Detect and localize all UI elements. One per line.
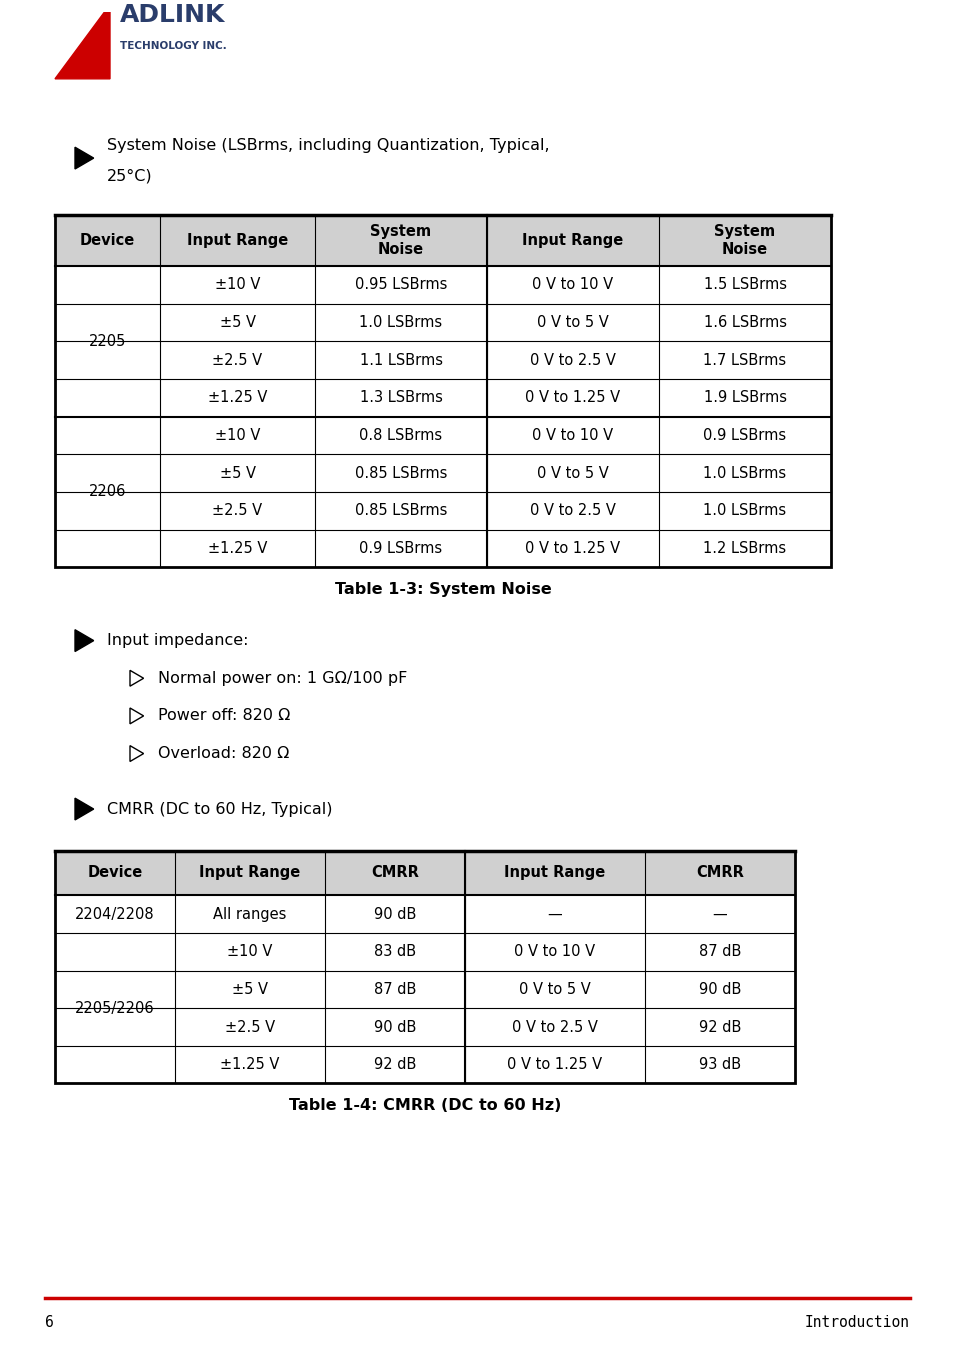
Text: 0.9 LSBrms: 0.9 LSBrms (359, 541, 442, 556)
Text: 2205: 2205 (89, 334, 126, 349)
Text: 1.3 LSBrms: 1.3 LSBrms (359, 391, 442, 406)
Text: 0.95 LSBrms: 0.95 LSBrms (355, 277, 447, 292)
Text: Input Range: Input Range (504, 865, 605, 880)
Text: ±5 V: ±5 V (219, 465, 255, 481)
Text: 0.85 LSBrms: 0.85 LSBrms (355, 503, 447, 518)
Text: TECHNOLOGY INC.: TECHNOLOGY INC. (120, 41, 227, 51)
Text: ±1.25 V: ±1.25 V (208, 391, 267, 406)
Text: 1.6 LSBrms: 1.6 LSBrms (702, 315, 785, 330)
Text: 0 V to 10 V: 0 V to 10 V (514, 944, 595, 959)
Text: 0 V to 2.5 V: 0 V to 2.5 V (530, 503, 616, 518)
Text: 0 V to 2.5 V: 0 V to 2.5 V (512, 1019, 598, 1034)
FancyBboxPatch shape (55, 215, 830, 266)
FancyBboxPatch shape (55, 530, 830, 568)
Text: 1.0 LSBrms: 1.0 LSBrms (702, 503, 785, 518)
FancyBboxPatch shape (55, 379, 830, 416)
Text: Device: Device (88, 865, 143, 880)
Text: 1.5 LSBrms: 1.5 LSBrms (702, 277, 785, 292)
FancyBboxPatch shape (55, 454, 830, 492)
Text: Table 1-4: CMRR (DC to 60 Hz): Table 1-4: CMRR (DC to 60 Hz) (289, 1098, 560, 1113)
Text: 0 V to 5 V: 0 V to 5 V (518, 982, 590, 996)
Text: ±10 V: ±10 V (214, 429, 260, 443)
Text: 0.9 LSBrms: 0.9 LSBrms (702, 429, 785, 443)
Text: ±1.25 V: ±1.25 V (220, 1057, 279, 1072)
Text: 1.0 LSBrms: 1.0 LSBrms (359, 315, 442, 330)
Text: 0 V to 5 V: 0 V to 5 V (537, 315, 608, 330)
Text: 2205/2206: 2205/2206 (75, 1000, 154, 1015)
Text: Input Range: Input Range (187, 233, 288, 247)
Text: Power off: 820 Ω: Power off: 820 Ω (158, 708, 290, 723)
Text: —: — (712, 907, 726, 922)
Text: 0 V to 10 V: 0 V to 10 V (532, 277, 613, 292)
Text: 25°C): 25°C) (107, 169, 152, 184)
Text: 1.2 LSBrms: 1.2 LSBrms (702, 541, 785, 556)
FancyBboxPatch shape (55, 850, 794, 895)
Text: CMRR: CMRR (371, 865, 418, 880)
Text: 1.0 LSBrms: 1.0 LSBrms (702, 465, 785, 481)
Text: System
Noise: System Noise (370, 224, 431, 257)
Text: ADLINK: ADLINK (120, 3, 225, 27)
Text: All ranges: All ranges (213, 907, 287, 922)
FancyBboxPatch shape (55, 492, 830, 530)
Text: 90 dB: 90 dB (374, 1019, 416, 1034)
Text: Input Range: Input Range (199, 865, 300, 880)
Text: 90 dB: 90 dB (699, 982, 740, 996)
Text: Input Range: Input Range (522, 233, 623, 247)
Text: 93 dB: 93 dB (699, 1057, 740, 1072)
Text: Input impedance:: Input impedance: (107, 633, 248, 648)
Text: System
Noise: System Noise (714, 224, 775, 257)
Text: 0 V to 2.5 V: 0 V to 2.5 V (530, 353, 616, 368)
Text: 90 dB: 90 dB (374, 907, 416, 922)
Text: —: — (547, 907, 561, 922)
FancyBboxPatch shape (55, 266, 830, 304)
Text: ±2.5 V: ±2.5 V (213, 503, 262, 518)
Text: ±2.5 V: ±2.5 V (225, 1019, 274, 1034)
Text: Overload: 820 Ω: Overload: 820 Ω (158, 746, 289, 761)
Text: ±5 V: ±5 V (232, 982, 268, 996)
Text: CMRR (DC to 60 Hz, Typical): CMRR (DC to 60 Hz, Typical) (107, 802, 333, 817)
Text: 0.8 LSBrms: 0.8 LSBrms (359, 429, 442, 443)
Polygon shape (75, 630, 93, 652)
Text: ±1.25 V: ±1.25 V (208, 541, 267, 556)
Polygon shape (75, 147, 93, 169)
Text: 1.7 LSBrms: 1.7 LSBrms (702, 353, 785, 368)
FancyBboxPatch shape (55, 304, 830, 342)
Text: 1.9 LSBrms: 1.9 LSBrms (702, 391, 785, 406)
Text: Normal power on: 1 GΩ/100 pF: Normal power on: 1 GΩ/100 pF (158, 671, 407, 685)
Text: 0 V to 1.25 V: 0 V to 1.25 V (525, 391, 619, 406)
Text: Device: Device (80, 233, 135, 247)
Text: 0 V to 1.25 V: 0 V to 1.25 V (525, 541, 619, 556)
Text: 6: 6 (45, 1314, 53, 1330)
Text: ±10 V: ±10 V (214, 277, 260, 292)
Text: 2206: 2206 (89, 484, 126, 499)
Text: Table 1-3: System Noise: Table 1-3: System Noise (335, 581, 551, 596)
Text: 0.85 LSBrms: 0.85 LSBrms (355, 465, 447, 481)
Text: 83 dB: 83 dB (374, 944, 416, 959)
Text: 0 V to 5 V: 0 V to 5 V (537, 465, 608, 481)
Text: System Noise (LSBrms, including Quantization, Typical,: System Noise (LSBrms, including Quantiza… (107, 138, 549, 153)
FancyBboxPatch shape (55, 342, 830, 379)
FancyBboxPatch shape (55, 416, 830, 454)
Polygon shape (75, 798, 93, 819)
Text: 87 dB: 87 dB (699, 944, 740, 959)
Text: ±10 V: ±10 V (227, 944, 273, 959)
Text: 2204/2208: 2204/2208 (75, 907, 154, 922)
Text: CMRR: CMRR (696, 865, 743, 880)
Text: 1.1 LSBrms: 1.1 LSBrms (359, 353, 442, 368)
Text: Introduction: Introduction (804, 1314, 909, 1330)
Text: 92 dB: 92 dB (699, 1019, 740, 1034)
Text: 92 dB: 92 dB (374, 1057, 416, 1072)
Text: 0 V to 1.25 V: 0 V to 1.25 V (507, 1057, 602, 1072)
Text: ±2.5 V: ±2.5 V (213, 353, 262, 368)
Text: 87 dB: 87 dB (374, 982, 416, 996)
Polygon shape (55, 4, 110, 78)
Text: ±5 V: ±5 V (219, 315, 255, 330)
Text: 0 V to 10 V: 0 V to 10 V (532, 429, 613, 443)
